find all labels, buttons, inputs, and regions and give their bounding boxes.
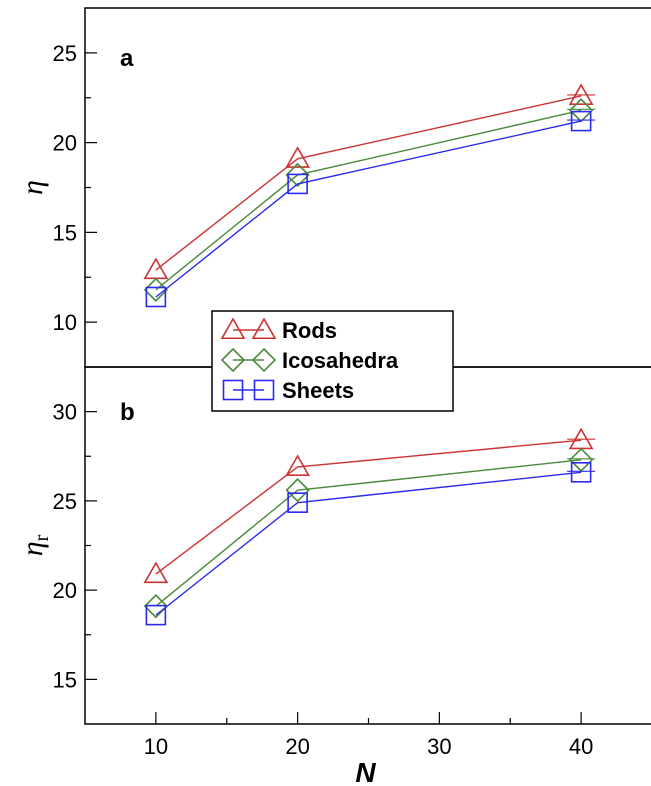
x-tick-label: 20 [285,734,309,759]
x-tick-label: 40 [569,734,593,759]
y-tick-label: 15 [53,667,77,692]
y-tick-label: 20 [53,578,77,603]
x-axis-title: N [355,757,376,786]
series-line-rods [155,439,582,575]
panel-b: 15 20 25 30 10 20 30 40 b ηr N [16,366,651,786]
legend: Rods Icosahedra Sheets [211,310,454,412]
x-tick-label: 10 [144,734,168,759]
panel-a: 10 15 20 25 a η [16,7,651,368]
data-point-icosahedra [143,594,169,619]
legend-label-sheets: Sheets [282,378,354,403]
data-point-rods [285,454,311,477]
legend-marker-icosahedra [220,347,246,373]
y-tick-label: 30 [53,400,77,425]
legend-marker-sheets [253,379,275,401]
data-point-sheets [145,286,167,308]
data-point-rods [143,561,169,584]
x-tick-label: 30 [427,734,451,759]
series-line-sheets [155,120,582,298]
panel-letter: b [120,399,135,426]
series-line-icosahedra [155,459,582,607]
y-axis-title: η [16,180,49,195]
panel-letter: a [120,45,134,72]
y-tick-label: 20 [53,131,77,156]
data-point-sheets [287,492,308,513]
legend-marker-rods [251,317,277,340]
legend-marker-icosahedra [251,347,277,373]
data-point-icosahedra [143,277,169,302]
series-line-sheets [155,471,582,616]
y-axis-title: ηr [16,534,53,556]
y-tick-label: 25 [53,41,77,66]
y-tick-label: 25 [53,489,77,514]
data-point-sheets [570,110,592,132]
legend-label-icosahedra: Icosahedra [282,348,399,373]
legend-marker-sheets [222,379,244,401]
data-point-sheets [145,604,167,626]
series-line-rods [155,95,582,271]
y-tick-label: 15 [53,220,77,245]
data-point-sheets [570,462,592,483]
y-axis-title-subscript: r [31,534,53,541]
data-point-icosahedra [285,162,310,188]
series-line-icosahedra [155,109,582,291]
legend-box [211,310,454,412]
data-point-rods [143,257,169,280]
legend-label-rods: Rods [282,318,337,343]
data-point-rods [285,146,311,168]
data-point-sheets [287,173,308,195]
y-tick-label: 10 [53,310,77,335]
data-point-icosahedra [285,478,310,503]
plot-frame [84,366,651,725]
legend-marker-rods [220,317,246,340]
